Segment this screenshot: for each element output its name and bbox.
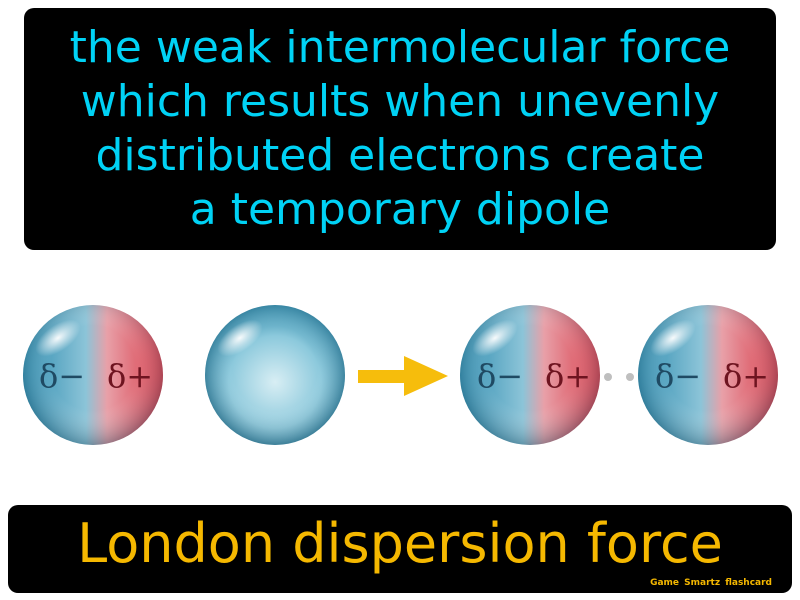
definition-line: distributed electrons create [95,130,705,181]
definition-line: which results when unevenly [80,76,720,127]
arrow-icon [358,356,448,396]
delta-plus-label: δ+ [723,357,769,395]
dipole-molecule: δ− δ+ [23,305,163,445]
credit-label: Game Smartz flashcard [650,578,772,588]
delta-plus-label: δ+ [107,357,153,395]
delta-minus-label: δ− [39,357,85,395]
attraction-dots [604,373,634,381]
term-title: London dispersion force [77,512,723,575]
definition-line: the weak intermolecular force [69,22,731,73]
definition-line: a temporary dipole [189,184,611,235]
dipole-illustration: δ− δ+ δ− δ+ [23,305,778,445]
definition-box: the weak intermolecular force which resu… [24,8,776,250]
neutral-molecule [205,305,345,445]
dipole-molecule: δ− δ+ [460,305,600,445]
delta-minus-label: δ− [477,357,523,395]
delta-plus-label: δ+ [545,357,591,395]
title-box: London dispersion force Game Smartz flas… [8,505,792,593]
delta-minus-label: δ− [655,357,701,395]
dipole-molecule: δ− δ+ [638,305,778,445]
